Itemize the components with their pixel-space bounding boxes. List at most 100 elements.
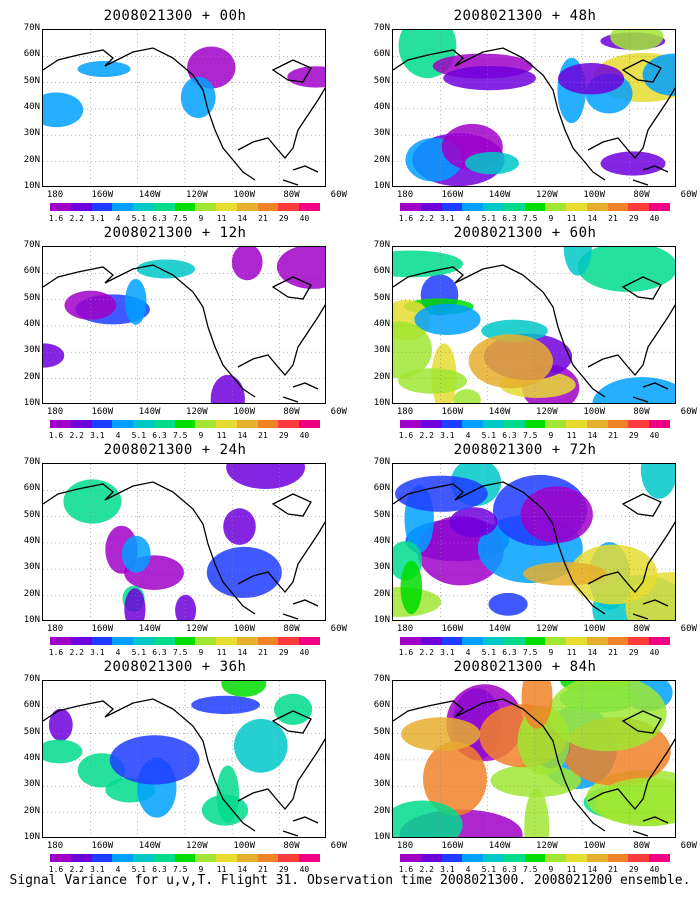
panel-title: 2008021300 + 12h [103,225,247,241]
color-scale-label: 2.2 [69,865,84,874]
color-scale-swatch [503,637,525,645]
variance-contour [490,764,582,798]
color-scale-swatch [524,203,546,211]
color-scale-swatch [566,637,587,645]
latitude-label: 50N [373,292,390,303]
map-panel: 2008021300 + 48h 70N 60N 50N 40N 30N 20N 10N 180… [360,8,697,223]
map-canvas [43,464,325,620]
color-scale-label: 5.1 [131,431,147,440]
color-scale-swatch [50,420,71,428]
variance-contour [43,343,65,368]
longitude-label: 100W [233,841,256,851]
variance-contour [210,374,245,403]
variance-contour [201,794,249,826]
color-scale-label: 11 [566,431,577,440]
color-scale-swatch [503,854,525,862]
longitude-label: 100W [233,624,256,634]
color-scale-swatch [524,420,546,428]
color-scale-swatch [586,854,608,862]
longitude-label: 60W [330,407,347,417]
coastline [43,47,325,186]
color-scale-label: 21 [258,648,268,657]
longitude-label: 60W [330,190,347,200]
color-scale-label: 7.5 [172,865,188,874]
color-scale-label: 40 [299,648,310,657]
color-scale-swatch [50,854,71,862]
color-scale-label: 11 [566,865,577,874]
color-scale-label: 4 [115,865,121,874]
variance-contour [48,708,73,742]
color-scale-swatch [91,203,113,211]
color-scale-label: 14 [237,648,248,657]
color-scale-label: 9 [198,214,204,223]
color-scale-swatch [299,637,320,645]
variance-contour [465,151,519,175]
color-scale-swatch [216,637,237,645]
longitude-label: 100W [583,624,606,634]
color-scale-swatch [420,854,442,862]
color-scale-label: 11 [216,431,227,440]
color-scale-swatch [195,203,217,211]
color-scale-swatch [112,637,134,645]
color-scale-label: 1.6 [398,431,414,440]
latitude-label: 70N [23,457,40,467]
color-scale-label: 14 [237,214,248,223]
longitude-label: 160W [91,190,114,200]
color-scale-label: 3.1 [90,214,105,223]
latitude-label: 10N [23,831,40,842]
longitude-label: 140W [488,190,511,200]
color-scale-swatch [174,203,196,211]
color-scale-label: 21 [608,865,618,874]
map-panel: 2008021300 + 60h 70N 60N 50N 40N 30N 20N 10N 180… [360,225,697,441]
color-scale-swatch [566,854,587,862]
longitude-label: 160W [91,841,114,851]
color-scale-swatch [153,203,175,211]
color-scale-label: 29 [628,865,639,874]
color-scale-label: 21 [258,214,268,223]
color-scale-label: 11 [566,214,577,223]
variance-contour [124,588,146,620]
color-scale-swatch [216,854,237,862]
color-scale-swatch [174,420,196,428]
color-scale-swatch [545,203,567,211]
color-scale-label: 14 [587,865,598,874]
latitude-label: 70N [373,23,390,33]
longitude-label: 160W [441,841,464,851]
latitude-label: 20N [373,371,390,382]
longitude-label: 140W [488,624,511,634]
latitude-label: 50N [23,509,40,520]
color-scale-swatch [586,420,608,428]
color-scale-label: 7.5 [522,865,538,874]
color-scale-swatch [628,637,650,645]
color-scale-swatch [195,420,217,428]
variance-contour [393,321,432,379]
color-scale-swatch [628,854,650,862]
latitude-label: 70N [373,457,390,467]
variance-contour [524,788,550,837]
color-scale-swatch [607,420,629,428]
color-scale-swatch [462,854,484,862]
longitude-label: 180 [46,407,64,417]
color-scale-labels: 1.6 2.2 3.1 4 5.1 6.3 7.5 9 11 14 21 29 40 [396,648,676,658]
color-scale-swatch [153,637,175,645]
latitude-label: 40N [23,752,40,763]
latitude-label: 20N [23,154,40,165]
latitude-label: 30N [23,128,40,139]
figure-caption: Signal Variance for u,v,T. Flight 31. Ob… [9,873,691,888]
latitude-label: 50N [23,75,40,86]
color-scale-swatch [70,203,92,211]
panel-title: 2008021300 + 24h [103,442,247,458]
color-scale-swatch [112,203,134,211]
color-scale-labels: 1.6 2.2 3.1 4 5.1 6.3 7.5 9 11 14 21 29 40 [46,214,326,224]
longitude-label: 160W [441,624,464,634]
color-scale-label: 4 [115,431,121,440]
color-scale-swatch [257,854,279,862]
longitude-label: 180 [46,841,64,851]
map-panel: 2008021300 + 72h 70N 60N 50N 40N 30N 20N 10N 180… [360,442,697,658]
latitude-label: 30N [373,779,390,790]
color-scale-labels: 1.6 2.2 3.1 4 5.1 6.3 7.5 9 11 14 21 29 40 [396,431,676,441]
color-scale-swatch [278,637,300,645]
map-canvas [393,681,675,837]
color-scale-label: 3.1 [440,648,455,657]
color-scale-bar [400,854,670,862]
